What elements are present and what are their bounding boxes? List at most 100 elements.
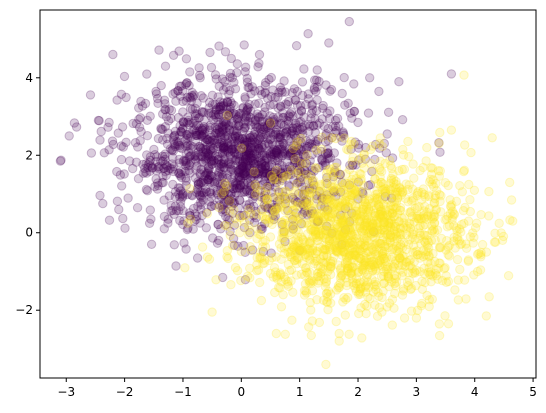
scatter-point: [302, 142, 312, 152]
scatter-point: [274, 152, 284, 163]
scatter-point: [465, 232, 475, 242]
scatter-point: [432, 225, 443, 235]
scatter-point: [297, 122, 307, 133]
scatter-point: [217, 205, 227, 215]
scatter-point: [207, 99, 218, 110]
scatter-point: [281, 187, 291, 197]
scatter-point: [176, 126, 186, 137]
scatter-point: [257, 180, 267, 190]
scatter-point: [321, 195, 331, 205]
scatter-point: [313, 216, 324, 226]
scatter-point: [246, 120, 256, 130]
scatter-point: [174, 158, 185, 168]
scatter-point: [302, 175, 313, 185]
scatter-point: [260, 193, 270, 204]
scatter-point: [288, 194, 298, 204]
scatter-point: [370, 210, 380, 221]
scatter-point: [223, 195, 234, 205]
scatter-point: [174, 168, 184, 179]
scatter-point: [344, 238, 354, 248]
scatter-point: [249, 163, 260, 173]
scatter-point: [405, 223, 415, 234]
scatter-point: [354, 155, 364, 165]
scatter-point: [280, 87, 291, 97]
scatter-point: [241, 150, 251, 160]
scatter-point: [243, 171, 253, 181]
scatter-point: [293, 137, 303, 148]
scatter-point: [196, 204, 206, 214]
scatter-point: [340, 195, 350, 206]
scatter-point: [460, 140, 470, 150]
scatter-point: [292, 123, 302, 133]
scatter-point: [284, 181, 294, 192]
scatter-point: [305, 236, 315, 247]
scatter-point: [279, 121, 289, 131]
scatter-point: [113, 128, 124, 138]
scatter-point: [383, 269, 393, 279]
scatter-point: [268, 85, 278, 95]
scatter-point: [242, 160, 252, 171]
scatter-point: [237, 161, 247, 172]
scatter-point: [202, 252, 213, 262]
scatter-point: [232, 218, 242, 229]
scatter-point: [241, 111, 252, 121]
scatter-point: [144, 218, 155, 229]
scatter-point: [285, 112, 295, 122]
scatter-point: [275, 134, 286, 145]
scatter-point: [207, 307, 217, 317]
scatter-point: [245, 133, 255, 143]
scatter-point: [71, 122, 82, 132]
scatter-point: [238, 158, 248, 168]
scatter-point: [247, 82, 258, 92]
scatter-point: [203, 149, 213, 159]
scatter-point: [182, 189, 193, 200]
scatter-point: [267, 172, 277, 183]
scatter-point: [424, 237, 434, 248]
scatter-point: [253, 156, 264, 167]
scatter-point: [191, 214, 201, 225]
scatter-point: [288, 224, 298, 234]
scatter-point: [159, 163, 169, 174]
scatter-point: [281, 194, 291, 204]
scatter-point: [387, 294, 398, 305]
scatter-point: [238, 102, 248, 113]
scatter-point: [301, 99, 311, 110]
scatter-point: [263, 138, 273, 149]
scatter-point: [274, 187, 284, 197]
scatter-point: [282, 115, 292, 126]
scatter-point: [321, 278, 331, 288]
scatter-point: [214, 139, 224, 149]
scatter-point: [405, 208, 416, 218]
scatter-point: [306, 170, 316, 181]
scatter-point: [251, 159, 261, 169]
scatter-point: [366, 158, 376, 169]
scatter-point: [217, 122, 227, 133]
y-tick-label: 2: [25, 148, 33, 162]
scatter-point: [324, 38, 334, 48]
scatter-point: [214, 112, 224, 122]
scatter-point: [253, 265, 264, 275]
scatter-point: [178, 219, 188, 230]
scatter-point: [275, 129, 286, 140]
scatter-point: [225, 226, 235, 237]
scatter-point: [216, 159, 226, 169]
scatter-point: [214, 172, 224, 182]
scatter-point: [159, 224, 170, 234]
scatter-point: [312, 82, 322, 92]
scatter-point: [346, 184, 356, 194]
scatter-point: [262, 154, 272, 164]
scatter-point: [214, 235, 224, 246]
scatter-point: [229, 191, 240, 201]
scatter-point: [270, 168, 280, 178]
scatter-point: [234, 145, 244, 155]
scatter-point: [260, 139, 270, 150]
scatter-point: [222, 173, 232, 184]
scatter-point: [304, 322, 314, 332]
scatter-point: [257, 110, 267, 120]
scatter-point: [142, 150, 152, 160]
scatter-point: [291, 41, 302, 51]
scatter-point: [325, 86, 335, 96]
scatter-point: [350, 283, 361, 294]
scatter-point: [239, 187, 249, 198]
scatter-point: [217, 189, 228, 199]
